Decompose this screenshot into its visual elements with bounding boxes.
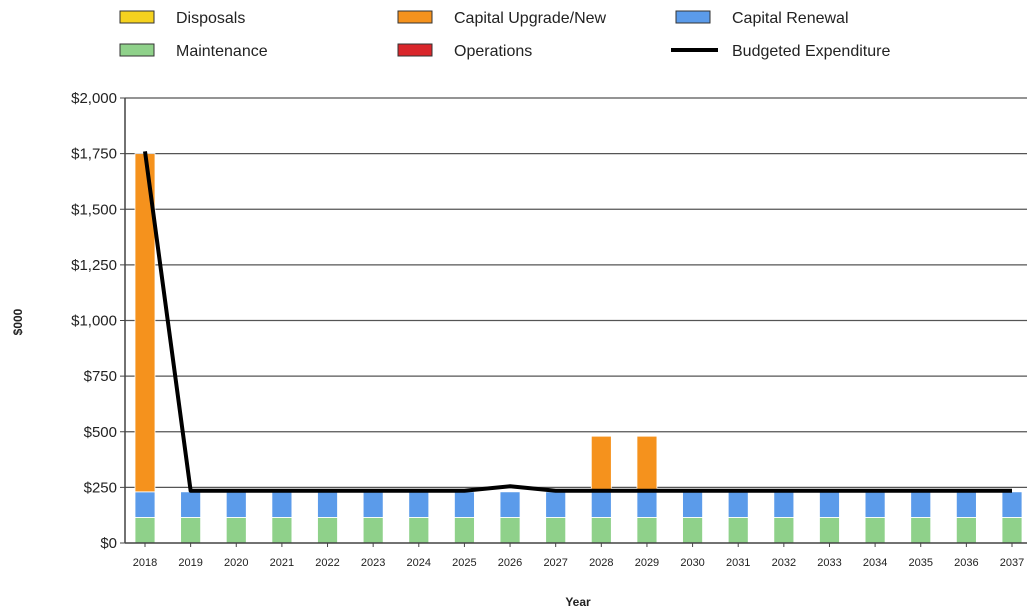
bar-maintenance-2030 [682,517,703,544]
x-tick-label-2023: 2023 [361,557,385,569]
x-tick-label-2019: 2019 [178,557,202,569]
bar-maintenance-2024 [408,517,430,544]
y-tick-label: $1,250 [71,257,117,274]
bar-maintenance-2021 [271,517,293,544]
x-tick-label-2033: 2033 [817,557,841,569]
bar-capital-renewal-2034 [864,491,886,518]
x-axis-ticks: 2018 2019 2020 2021 2022 2023 2024 2025 2026 2027… [133,543,1024,569]
bar-capital-renewal-2031 [727,491,749,518]
bar-capital-renewal-2019 [180,491,202,518]
x-tick-label-2030: 2030 [680,557,704,569]
bar-capital-upgrade-new-2029 [636,435,658,493]
x-tick-label-2024: 2024 [407,557,431,569]
bar-maintenance-2022 [317,517,338,544]
y-tick-label: $2,000 [71,90,117,107]
bar-capital-renewal-2033 [819,491,840,518]
y-tick-label: $1,000 [71,313,117,330]
bar-capital-renewal-2036 [955,491,977,518]
bar-capital-renewal-2029 [636,491,658,518]
bar-maintenance-2027 [545,517,567,544]
bars [134,153,1023,544]
x-tick-label-2034: 2034 [863,557,887,569]
legend-swatch-operations [397,43,433,57]
bar-maintenance-2023 [362,517,384,544]
bar-maintenance-2026 [499,517,521,544]
x-tick-label-2037: 2037 [1000,557,1024,569]
bar-capital-renewal-2020 [225,491,247,518]
x-tick-label-2031: 2031 [726,557,750,569]
bar-maintenance-2033 [819,517,840,544]
legend-label-capital-renewal: Capital Renewal [732,10,849,27]
x-tick-label-2018: 2018 [133,557,157,569]
bar-maintenance-2032 [773,517,795,544]
y-axis-title: $000 [11,308,25,335]
bar-maintenance-2018 [134,517,156,544]
legend-swatch-disposals [119,10,155,24]
x-tick-label-2032: 2032 [772,557,796,569]
y-tick-label: $1,750 [71,146,117,163]
legend-swatch-capital-renewal [675,10,711,24]
bar-maintenance-2031 [727,517,749,544]
budgeted-expenditure-line [143,151,1012,493]
x-axis-title: Year [565,595,591,609]
x-tick-label-2035: 2035 [908,557,932,569]
x-tick-label-2029: 2029 [635,557,659,569]
bar-capital-renewal-2023 [362,491,384,518]
bar-capital-renewal-2027 [545,491,567,518]
x-tick-label-2025: 2025 [452,557,476,569]
legend-label-maintenance: Maintenance [176,43,268,60]
bar-maintenance-2028 [590,517,612,544]
y-tick-label: $500 [84,424,117,441]
legend-label-operations: Operations [454,43,532,60]
x-tick-label-2026: 2026 [498,557,522,569]
x-tick-label-2036: 2036 [954,557,978,569]
y-tick-label: $0 [100,535,117,552]
x-tick-label-2020: 2020 [224,557,248,569]
bar-maintenance-2020 [225,517,247,544]
bar-capital-renewal-2030 [682,491,703,518]
x-tick-label-2022: 2022 [315,557,339,569]
bar-maintenance-2025 [454,517,475,544]
bar-capital-renewal-2025 [454,491,475,518]
y-axis-ticks: $0 $250 $500 $750 $1,000 $1,250 $1,500 $1,750 $2… [71,90,125,552]
gridlines [125,97,1027,488]
x-tick-label-2021: 2021 [270,557,294,569]
y-tick-label: $250 [84,479,117,496]
bar-capital-renewal-2032 [773,491,795,518]
legend-label-capital-upgrade-new: Capital Upgrade/New [454,10,607,27]
bar-capital-renewal-2021 [271,491,293,518]
bar-maintenance-2035 [910,517,932,544]
bar-capital-renewal-2028 [590,491,612,518]
bar-maintenance-2019 [180,517,202,544]
budget-line [143,151,1012,493]
legend-label-disposals: Disposals [176,10,245,27]
legend-swatch-capital-upgrade-new [397,10,433,24]
bar-capital-upgrade-new-2028 [590,435,612,493]
bar-capital-renewal-2024 [408,491,430,518]
y-tick-label: $1,500 [71,201,117,218]
legend: Disposals Capital Upgrade/New Capital Rene… [119,10,890,60]
y-tick-label: $750 [84,368,117,385]
x-tick-label-2027: 2027 [543,557,567,569]
bar-capital-renewal-2022 [317,491,338,518]
bar-capital-renewal-2035 [910,491,932,518]
bar-capital-renewal-2018 [134,491,156,518]
bar-maintenance-2029 [636,517,658,544]
bar-capital-renewal-2037 [1001,491,1023,518]
x-tick-label-2028: 2028 [589,557,613,569]
bar-maintenance-2037 [1001,517,1023,544]
legend-label-budgeted-expenditure: Budgeted Expenditure [732,43,890,60]
legend-swatch-maintenance [119,43,155,57]
bar-maintenance-2036 [955,517,977,544]
bar-capital-renewal-2026 [499,491,521,518]
bar-maintenance-2034 [864,517,886,544]
